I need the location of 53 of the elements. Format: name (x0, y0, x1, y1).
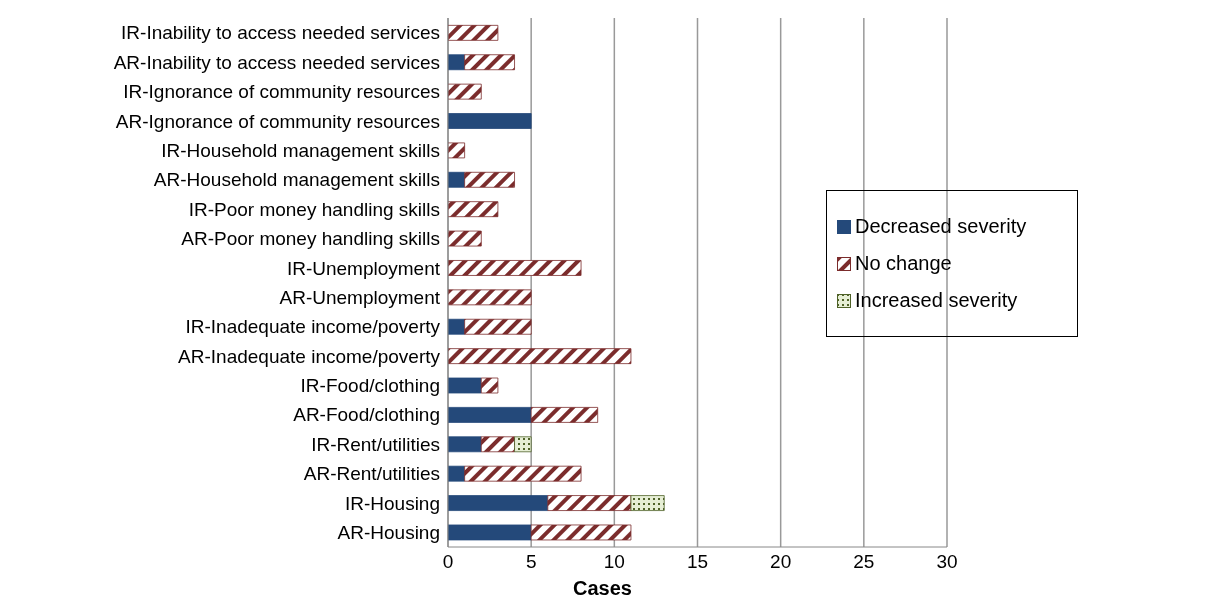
bar (448, 113, 532, 129)
x-axis-title: Cases (573, 577, 632, 599)
y-tick-label: AR-Household management skills (153, 169, 440, 191)
bar (464, 54, 515, 71)
y-tick-label: AR-Food/clothing (293, 404, 440, 426)
x-tick-label: 5 (525, 551, 537, 573)
y-tick-label: IR-Food/clothing (300, 375, 440, 397)
bar (530, 524, 632, 541)
legend-frame: Decreased severity No change Increased severity (826, 190, 1078, 337)
y-tick-label: AR-Rent/utilities (303, 463, 440, 485)
y-tick-label: AR-Unemployment (279, 286, 441, 308)
bar (448, 142, 466, 159)
x-tick-label: 0 (442, 551, 454, 573)
bar (448, 407, 532, 423)
y-tick-label: IR-Household management skills (161, 139, 440, 161)
y-tick-label: IR-Inadequate income/poverty (185, 316, 441, 338)
bar (448, 201, 499, 218)
bar (448, 24, 499, 41)
bar (464, 465, 582, 482)
bar (464, 318, 532, 335)
bar (448, 524, 532, 541)
y-tick-label: IR-Inability to access needed services (121, 22, 440, 44)
x-tick-label: 25 (853, 551, 875, 573)
y-tick-label: AR-Housing (337, 522, 440, 544)
bar (448, 260, 582, 276)
bar (480, 436, 515, 453)
legend-label: Decreased severity (855, 215, 1027, 238)
y-tick-label: IR-Housing (344, 492, 440, 514)
y-tick-label: AR-Poor money handling skills (181, 228, 440, 250)
bar (514, 436, 532, 453)
bar (530, 407, 599, 423)
x-tick-label: 30 (936, 551, 958, 573)
bar (448, 83, 482, 100)
x-tick-label: 15 (686, 551, 709, 573)
x-tick-label: 20 (770, 551, 792, 573)
y-tick-label: IR-Rent/utilities (311, 433, 440, 455)
y-tick-label: IR-Ignorance of community resources (123, 81, 440, 103)
bar (448, 348, 632, 365)
bar (547, 495, 632, 511)
y-tick-label: AR-Inability to access needed services (113, 51, 440, 73)
y-tick-label: IR-Poor money handling skills (188, 198, 440, 220)
bar (464, 171, 515, 188)
x-tick-label: 10 (603, 551, 625, 573)
bar (448, 495, 549, 511)
bar (448, 436, 482, 453)
y-tick-label: AR-Inadequate income/poverty (178, 345, 441, 367)
bar (480, 377, 499, 394)
bar (448, 377, 482, 394)
bar (630, 495, 665, 511)
y-tick-label: IR-Unemployment (286, 257, 441, 279)
bar (448, 230, 482, 247)
bar (448, 289, 532, 306)
y-tick-label: AR-Ignorance of community resources (115, 110, 440, 132)
